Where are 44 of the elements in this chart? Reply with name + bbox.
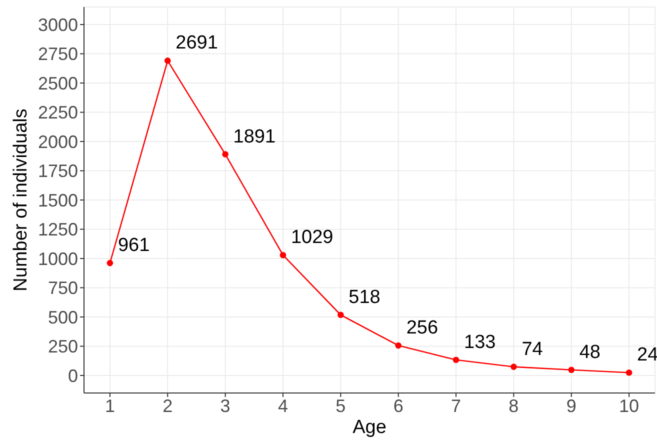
x-tick-label: 8 (508, 396, 519, 416)
data-label: 2691 (176, 32, 218, 54)
data-label: 48 (579, 342, 601, 363)
y-tick-label: 2000 (38, 132, 78, 152)
x-axis-title: Age (352, 417, 386, 438)
point (164, 58, 171, 64)
y-tick-label: 250 (48, 336, 78, 357)
point (222, 151, 228, 158)
y-tick-label: 1000 (38, 248, 78, 269)
x-tick-label: 2 (162, 396, 173, 416)
data-label: 1029 (290, 227, 334, 248)
y-tick-label: 3000 (38, 14, 78, 35)
y-tick-label: 2500 (38, 73, 78, 94)
y-tick-label: 1250 (38, 220, 78, 240)
x-tick-label: 10 (619, 396, 640, 416)
y-tick-label: 1500 (38, 190, 78, 210)
point (338, 312, 344, 318)
data-label: 256 (406, 318, 438, 339)
x-tick-label: 7 (451, 396, 462, 416)
x-tick-label: 4 (278, 396, 288, 416)
y-axis-title: Number of individuals (10, 108, 32, 292)
y-tick-label: 0 (68, 366, 78, 386)
point (626, 369, 632, 376)
point (395, 342, 402, 349)
data-label: 961 (118, 235, 150, 256)
x-tick-label: 9 (566, 396, 576, 416)
data-label: 518 (348, 286, 380, 308)
data-label: 74 (522, 338, 544, 360)
x-tick-label: 1 (104, 396, 115, 416)
x-tick-label: 5 (336, 396, 346, 416)
data-label: 133 (464, 332, 496, 353)
data-label: 1891 (233, 126, 276, 148)
y-tick-label: 750 (48, 278, 78, 298)
x-tick-label: 6 (393, 396, 404, 416)
x-tick-label: 3 (220, 396, 230, 416)
point (280, 252, 286, 258)
y-tick-label: 2250 (38, 102, 78, 123)
point (510, 364, 517, 370)
y-tick-label: 500 (48, 307, 78, 328)
y-tick-label: 1750 (38, 161, 78, 182)
point (106, 260, 114, 266)
y-tick-label: 2750 (38, 44, 78, 64)
point (568, 366, 575, 373)
point (452, 356, 460, 364)
